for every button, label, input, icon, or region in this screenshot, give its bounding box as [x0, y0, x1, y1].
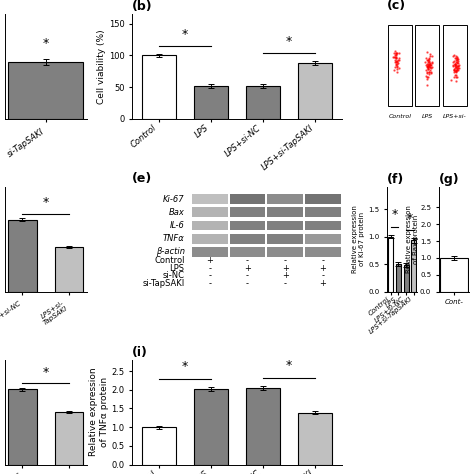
Text: (b): (b): [132, 0, 153, 13]
Bar: [192, 220, 228, 230]
Y-axis label: Relative expression
of Ki-67 protein: Relative expression of Ki-67 protein: [352, 205, 365, 273]
Text: *: *: [182, 27, 188, 41]
Text: +: +: [319, 279, 327, 288]
Text: -: -: [208, 264, 211, 273]
Bar: [9, 389, 36, 465]
Text: Control: Control: [388, 114, 411, 118]
Bar: [142, 55, 176, 119]
Text: Control: Control: [154, 256, 184, 265]
Bar: [55, 412, 83, 465]
Bar: [267, 246, 303, 256]
Bar: [230, 234, 265, 244]
Bar: [267, 220, 303, 230]
Text: *: *: [43, 37, 49, 50]
Bar: [298, 413, 332, 465]
Y-axis label: Cell viability (%): Cell viability (%): [97, 29, 106, 104]
Y-axis label: Relative expression
of TNFα protein: Relative expression of TNFα protein: [89, 368, 109, 456]
FancyBboxPatch shape: [415, 25, 439, 106]
Text: (c): (c): [387, 0, 406, 12]
Bar: [192, 208, 228, 218]
Text: LPS: LPS: [170, 264, 184, 273]
Bar: [9, 220, 36, 292]
Text: Bax: Bax: [169, 208, 184, 217]
Text: +: +: [206, 256, 213, 265]
Text: LPS+si-: LPS+si-: [443, 114, 466, 118]
Text: (f): (f): [387, 173, 404, 186]
Bar: [396, 264, 401, 292]
Bar: [55, 247, 83, 292]
Bar: [230, 220, 265, 230]
Bar: [192, 194, 228, 204]
Bar: [305, 194, 341, 204]
Text: *: *: [43, 196, 49, 210]
FancyBboxPatch shape: [388, 25, 412, 106]
Text: *: *: [182, 361, 188, 374]
Text: -: -: [321, 256, 325, 265]
Bar: [194, 389, 228, 465]
Text: β-actin: β-actin: [155, 247, 184, 256]
Text: +: +: [244, 264, 251, 273]
Text: (i): (i): [132, 346, 148, 359]
Text: (e): (e): [132, 172, 153, 185]
Bar: [230, 208, 265, 218]
Text: -: -: [208, 272, 211, 281]
Text: -: -: [208, 279, 211, 288]
Bar: [142, 427, 176, 465]
Bar: [267, 194, 303, 204]
Text: -: -: [246, 272, 249, 281]
Bar: [246, 86, 280, 119]
Bar: [267, 234, 303, 244]
Text: *: *: [407, 212, 413, 225]
Text: +: +: [319, 264, 327, 273]
Text: -: -: [284, 279, 287, 288]
Bar: [9, 62, 83, 119]
Text: IL-6: IL-6: [170, 221, 184, 230]
Bar: [194, 86, 228, 119]
Bar: [230, 194, 265, 204]
Bar: [192, 234, 228, 244]
Text: *: *: [392, 209, 398, 221]
Text: *: *: [43, 366, 49, 379]
Bar: [246, 388, 280, 465]
Text: LPS: LPS: [422, 114, 433, 118]
Text: si-TapSAKI: si-TapSAKI: [142, 279, 184, 288]
Text: *: *: [286, 35, 292, 47]
Text: -: -: [246, 256, 249, 265]
Bar: [298, 63, 332, 119]
Bar: [192, 246, 228, 256]
Bar: [305, 220, 341, 230]
Text: si-NC: si-NC: [163, 272, 184, 281]
Text: -: -: [246, 279, 249, 288]
Bar: [411, 240, 416, 292]
Text: TNFα: TNFα: [163, 234, 184, 243]
Text: (g): (g): [439, 173, 459, 186]
Text: +: +: [282, 272, 289, 281]
Bar: [305, 246, 341, 256]
Text: *: *: [286, 359, 292, 373]
Text: +: +: [282, 264, 289, 273]
Text: -: -: [321, 272, 325, 281]
Bar: [388, 237, 393, 292]
Text: Ki-67: Ki-67: [163, 195, 184, 204]
Text: -: -: [284, 256, 287, 265]
Bar: [267, 208, 303, 218]
Bar: [305, 208, 341, 218]
Bar: [403, 265, 409, 292]
Bar: [230, 246, 265, 256]
FancyBboxPatch shape: [443, 25, 467, 106]
Bar: [440, 258, 468, 292]
Bar: [305, 234, 341, 244]
Y-axis label: Relative expression
of Bax protein: Relative expression of Bax protein: [406, 205, 419, 273]
